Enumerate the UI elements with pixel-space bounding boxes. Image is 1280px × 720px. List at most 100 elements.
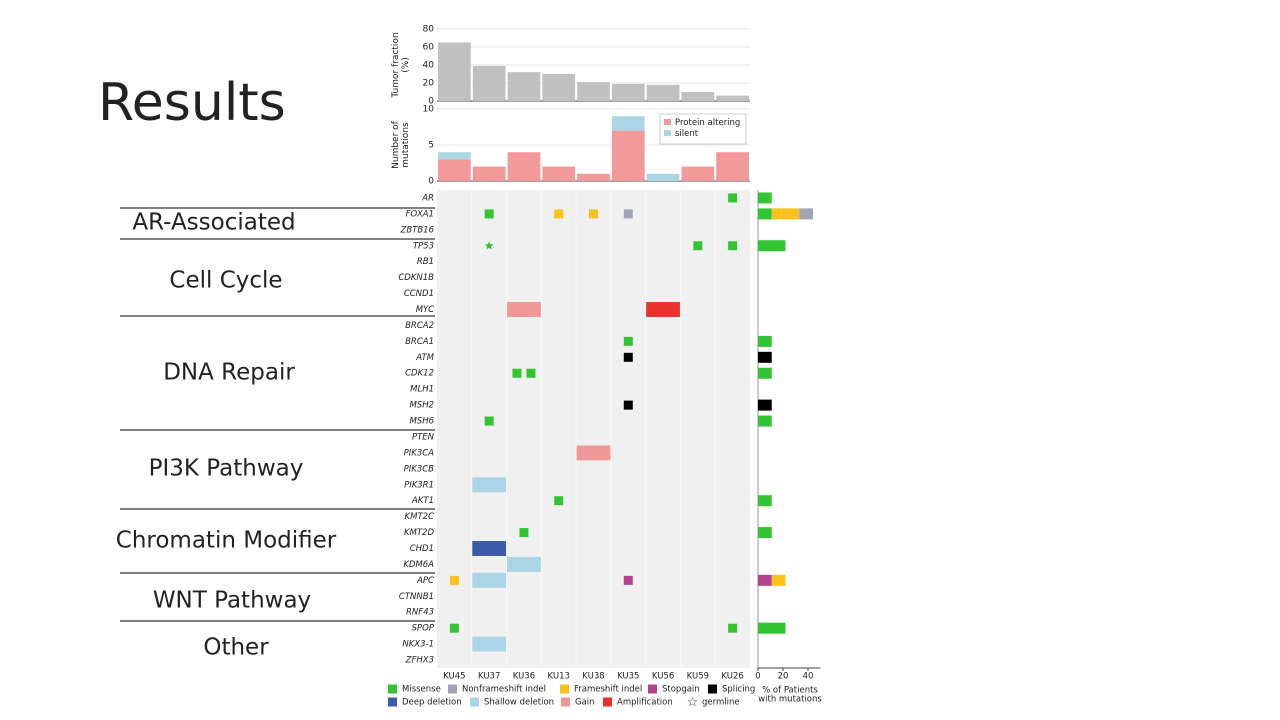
legend-label: Protein altering — [675, 118, 740, 128]
y-tick-label: 10 — [423, 105, 435, 115]
sample-label: KU38 — [582, 672, 604, 682]
sample-label: KU35 — [617, 672, 639, 682]
gene-label: ATM — [415, 353, 434, 363]
bar-segment — [758, 415, 772, 427]
sample-label: KU36 — [513, 672, 535, 682]
group-label: Chromatin Modifier — [116, 528, 337, 554]
alteration-cell — [472, 572, 507, 588]
gene-label: MSH2 — [409, 401, 434, 411]
legend-swatch — [648, 684, 657, 694]
gene-label: KDM6A — [403, 560, 434, 570]
alteration-mark — [554, 496, 564, 506]
gene-label: NKX3-1 — [402, 640, 434, 650]
legend-label: Missense — [402, 685, 441, 695]
legend-label: Gain — [575, 698, 595, 708]
legend-swatch — [388, 697, 397, 707]
gene-label: MLH1 — [410, 385, 434, 395]
bar-segment — [799, 208, 813, 220]
legend-label: Shallow deletion — [484, 698, 554, 708]
legend-label: Splicing — [722, 685, 755, 695]
legend-label: Nonframeshift indel — [462, 685, 546, 695]
bar — [472, 166, 506, 181]
legend-label: germline — [702, 698, 740, 708]
alteration-cell — [507, 302, 541, 317]
legend-swatch — [664, 130, 671, 136]
gene-label: APC — [416, 576, 434, 586]
legend-swatch — [560, 684, 569, 694]
bar-segment — [758, 351, 772, 363]
gene-label: PIK3CB — [404, 464, 435, 474]
group-label: Other — [203, 635, 269, 661]
bar — [646, 173, 680, 181]
sample-label: KU56 — [652, 672, 674, 682]
alteration-cell — [646, 302, 680, 317]
bar — [716, 152, 749, 181]
gene-label: BRCA2 — [405, 321, 434, 331]
gene-label: PIK3R1 — [404, 480, 434, 490]
alteration-mark — [512, 368, 522, 378]
bar — [507, 72, 541, 101]
y-axis-label: Number ofmutations — [391, 120, 411, 169]
bar — [542, 166, 576, 181]
alteration-mark — [623, 352, 633, 362]
alteration-mark — [623, 575, 633, 585]
gene-label: PIK3CA — [404, 448, 435, 458]
legend-swatch — [448, 684, 457, 694]
group-label: AR-Associated — [132, 210, 295, 236]
germline-mark — [484, 241, 494, 250]
bar — [438, 42, 471, 101]
legend-label: silent — [675, 129, 699, 139]
alteration-mark — [484, 209, 494, 219]
legend-label: Stopgain — [662, 685, 700, 695]
group-dividers — [120, 207, 435, 622]
gene-label: CHD1 — [410, 544, 434, 554]
y-tick-label: 0 — [428, 97, 434, 107]
alteration-mark — [623, 400, 633, 410]
alteration-cell — [576, 445, 611, 461]
alteration-cell — [472, 477, 507, 493]
gene-label: FOXA1 — [406, 209, 434, 219]
gene-label: AR — [421, 193, 434, 203]
bar — [438, 152, 471, 160]
group-label: PI3K Pathway — [149, 456, 304, 482]
alteration-mark — [589, 209, 598, 219]
gene-label: CTNNB1 — [399, 592, 434, 602]
y-tick-label: 20 — [423, 79, 435, 89]
bar — [681, 166, 715, 181]
sample-label: KU26 — [721, 672, 743, 682]
alteration-mark — [526, 368, 536, 378]
legend-swatch — [388, 684, 397, 694]
gene-label: AKT1 — [411, 496, 434, 506]
alteration-mark — [693, 241, 703, 251]
alteration-cell — [472, 636, 507, 652]
bar — [646, 84, 680, 101]
bar — [611, 83, 645, 101]
gene-label: CCND1 — [404, 289, 434, 299]
bar-segment — [758, 208, 772, 220]
gene-label: KMT2D — [404, 528, 435, 538]
gene-label: TP53 — [413, 241, 434, 251]
legend-label: Deep deletion — [402, 698, 462, 708]
sample-label: KU37 — [478, 672, 500, 682]
gene-label: RNF43 — [406, 608, 434, 618]
alteration-mark — [484, 416, 494, 426]
bar — [542, 74, 576, 101]
gene-label: CDKN1B — [398, 273, 434, 283]
alteration-mark — [728, 193, 738, 203]
alteration-mark — [449, 575, 459, 585]
bar-segment — [758, 574, 772, 586]
legend-swatch — [603, 697, 612, 707]
y-tick-label: 60 — [423, 43, 435, 53]
gene-label: PTEN — [412, 432, 435, 442]
legend-swatch — [664, 119, 671, 125]
alteration-mark — [519, 528, 529, 538]
gene-label: BRCA1 — [405, 337, 434, 347]
legend-swatch — [708, 684, 717, 694]
group-label: Cell Cycle — [169, 268, 282, 294]
legend-box — [659, 113, 747, 145]
alteration-mark — [728, 623, 738, 633]
group-label: DNA Repair — [163, 360, 295, 386]
slide-title: Results — [98, 73, 286, 133]
bar-segment — [771, 208, 800, 220]
